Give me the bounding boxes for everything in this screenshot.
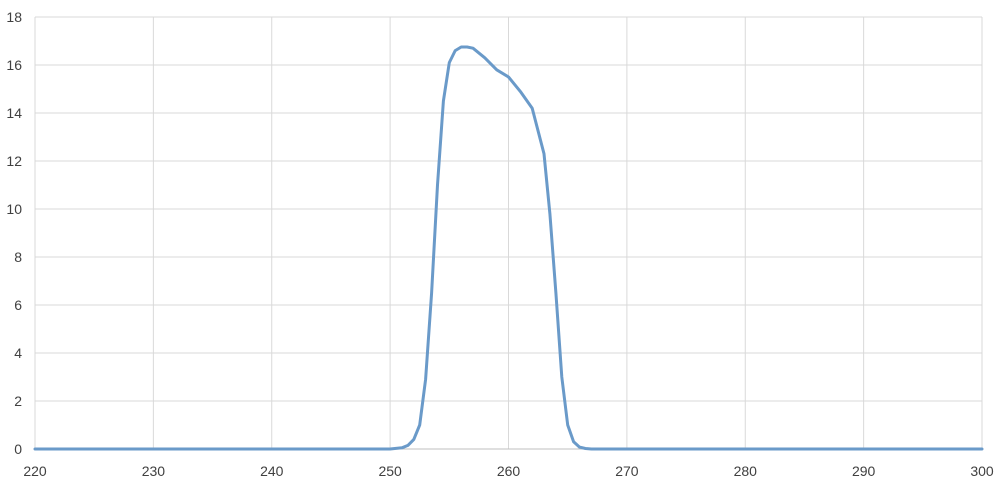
y-tick-label: 10	[6, 201, 22, 217]
series-group	[33, 45, 984, 451]
x-tick-label: 230	[142, 463, 166, 479]
y-tick-label: 8	[14, 249, 22, 265]
x-tick-label: 280	[734, 463, 758, 479]
y-tick-label: 6	[14, 297, 22, 313]
y-tick-label: 16	[6, 57, 22, 73]
series-line	[33, 45, 984, 451]
y-tick-label: 14	[6, 105, 22, 121]
x-tick-label: 240	[260, 463, 284, 479]
y-tick-label: 0	[14, 441, 22, 457]
vertical-gridlines	[34, 17, 983, 449]
x-tick-label: 300	[970, 463, 994, 479]
x-tick-label: 290	[852, 463, 876, 479]
x-tick-label: 250	[378, 463, 402, 479]
y-tick-label: 2	[14, 393, 22, 409]
x-tick-label: 270	[615, 463, 639, 479]
y-tick-label: 18	[6, 9, 22, 25]
x-tick-labels: 220 230 240 250 260 270 280 290 300	[23, 463, 994, 479]
y-tick-label: 12	[6, 153, 22, 169]
x-tick-label: 260	[497, 463, 521, 479]
horizontal-gridlines	[35, 16, 982, 450]
y-tick-labels: 0 2 4 6 8 10 12 14 16 18	[6, 9, 22, 457]
x-tick-label: 220	[23, 463, 47, 479]
y-tick-label: 4	[14, 345, 22, 361]
